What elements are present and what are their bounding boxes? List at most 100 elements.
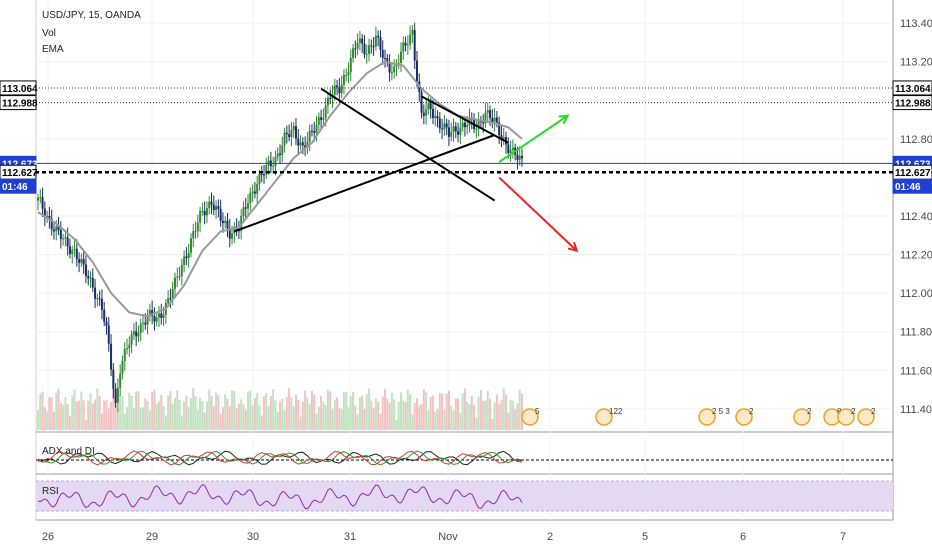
candle-body <box>454 126 457 132</box>
candle-body <box>404 42 407 46</box>
volume-bar <box>249 390 252 430</box>
candle-body <box>409 34 412 45</box>
ema-line <box>37 60 523 318</box>
volume-bar <box>326 389 329 430</box>
volume-bar <box>267 406 270 430</box>
candle-body <box>180 264 183 277</box>
event-marker[interactable]: 122 <box>595 407 623 426</box>
volume-bar <box>320 396 323 430</box>
candle-body <box>151 309 154 317</box>
event-marker[interactable]: 5 <box>521 407 540 426</box>
volume-bar <box>183 401 186 430</box>
time-axis[interactable]: 26 29 30 31 Nov 2 5 6 7 <box>42 531 846 543</box>
rsi-pane[interactable] <box>37 484 523 510</box>
volume-bar <box>103 400 106 430</box>
volume-bar <box>119 394 122 430</box>
event-marker[interactable]: 2 <box>735 407 754 426</box>
candle-body <box>71 249 74 254</box>
time-tick-label: 29 <box>146 531 158 543</box>
candle-body <box>342 74 345 85</box>
volume-bar <box>224 394 227 430</box>
candle-body <box>96 298 99 300</box>
volume-bar <box>450 405 453 430</box>
volume-bar <box>57 388 60 430</box>
volume-bar <box>372 407 375 430</box>
candle-body <box>194 231 197 233</box>
candle-body <box>176 276 179 278</box>
candle-body <box>427 103 430 110</box>
volume-bar <box>434 411 437 430</box>
volume-bar <box>505 394 508 430</box>
price-tag-label: 01:46 <box>895 182 921 193</box>
volume-bar <box>349 395 352 430</box>
candle-body <box>413 30 416 61</box>
volume-bar <box>128 392 131 430</box>
candle-body <box>50 218 53 230</box>
price-axis[interactable]: 113.400 113.200 112.800 112.400 112.200 112.0… <box>900 18 932 416</box>
candle-body <box>288 134 291 137</box>
volume-bar <box>443 409 446 430</box>
candle-body <box>203 211 206 216</box>
event-marker[interactable]: 2 <box>793 407 812 426</box>
projection-arrow[interactable] <box>498 114 569 163</box>
volume-bar <box>87 400 90 430</box>
volume-bar <box>144 398 147 430</box>
candle-body <box>372 46 375 48</box>
volume-bars <box>37 388 523 430</box>
trendline[interactable] <box>233 134 495 233</box>
volume-bar <box>354 405 357 430</box>
candle-body <box>393 66 396 73</box>
candle-body <box>55 226 58 232</box>
candle-body <box>354 48 357 50</box>
volume-bar <box>301 401 304 430</box>
volume-bar <box>91 403 94 430</box>
price-tag <box>0 80 37 96</box>
volume-bar <box>304 390 307 430</box>
volume-bar <box>194 396 197 430</box>
volume-bar <box>256 393 259 430</box>
candle-body <box>132 331 135 335</box>
candle-body <box>452 126 455 133</box>
price-tag <box>892 80 932 96</box>
volume-bar <box>265 393 268 430</box>
event-count: 2 5 3 <box>712 407 730 416</box>
trendlines[interactable] <box>233 87 579 253</box>
event-count: 5 <box>535 407 540 416</box>
event-marker[interactable]: 2 <box>837 407 856 426</box>
candle-body <box>290 130 293 137</box>
flag-icon <box>837 408 855 426</box>
adx-pane[interactable] <box>36 450 893 466</box>
candle-body <box>87 275 90 279</box>
candle-body <box>128 344 131 349</box>
volume-bar <box>331 409 334 430</box>
event-marker[interactable]: 2 <box>857 407 876 426</box>
volume-bar <box>365 394 368 430</box>
trendline[interactable] <box>421 95 509 144</box>
candle-body <box>107 325 110 344</box>
candle-body <box>59 230 62 239</box>
event-marker[interactable]: 2 5 3 <box>698 407 730 426</box>
volume-bar <box>468 404 471 430</box>
candle-body <box>39 197 42 199</box>
volume-bar <box>48 397 51 430</box>
candle-body <box>495 117 498 123</box>
projection-arrow[interactable] <box>498 176 578 252</box>
candle-body <box>251 191 254 193</box>
candle-body <box>73 248 76 250</box>
candle-body <box>210 201 213 205</box>
volume-bar <box>429 397 432 430</box>
price-tick-label: 111.400 <box>900 404 932 416</box>
volume-bar <box>171 403 174 430</box>
candle-body <box>137 333 140 337</box>
volume-bar <box>217 394 220 430</box>
volume-bar <box>116 409 119 430</box>
volume-bar <box>180 415 183 430</box>
candle-body <box>438 118 441 129</box>
volume-bar <box>493 402 496 430</box>
volume-bar <box>114 393 117 430</box>
candle-body <box>294 126 297 139</box>
trendline[interactable] <box>320 87 496 202</box>
volume-bar <box>73 389 76 430</box>
